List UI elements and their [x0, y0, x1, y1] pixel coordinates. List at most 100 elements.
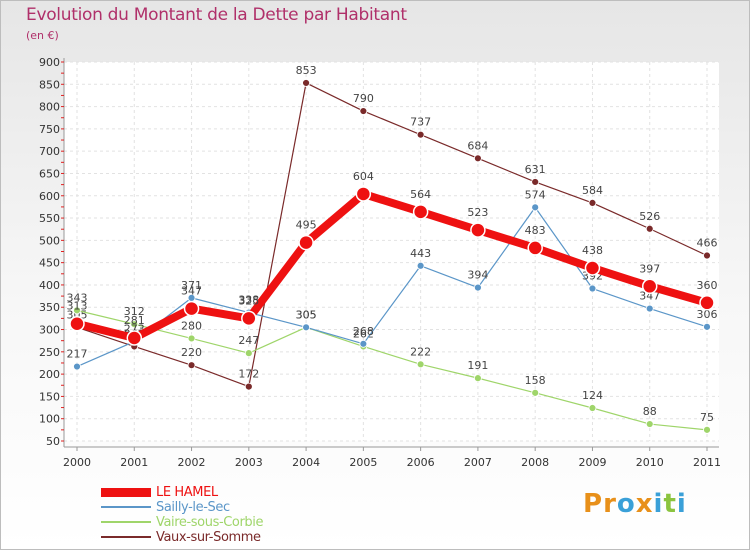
logo-letter: r	[603, 489, 617, 519]
y-tick-label: 100	[39, 413, 60, 426]
data-point	[355, 186, 372, 202]
data-point	[187, 361, 196, 370]
data-point	[416, 360, 425, 369]
legend-label: LE HAMEL	[156, 485, 218, 500]
legend-label: Sailly-le-Sec	[156, 500, 230, 515]
data-label: 790	[353, 92, 374, 105]
data-point	[531, 178, 540, 186]
data-label: 191	[467, 359, 488, 372]
data-point	[474, 154, 482, 163]
data-point	[645, 304, 654, 313]
y-tick-label: 500	[39, 234, 60, 247]
data-label: 360	[697, 279, 718, 292]
data-point	[703, 322, 711, 331]
y-tick-label: 850	[39, 78, 60, 91]
data-label: 88	[643, 405, 657, 418]
legend-swatch	[101, 487, 151, 497]
chart-title: Evolution du Montant de la Dette par Hab…	[26, 5, 407, 25]
data-point	[703, 251, 711, 260]
data-label: 312	[124, 305, 145, 318]
data-label: 305	[296, 308, 317, 321]
data-label: 523	[467, 206, 488, 219]
logo-letter: i	[676, 489, 687, 519]
data-point	[298, 234, 314, 251]
logo-letter: i	[653, 489, 664, 519]
data-label: 75	[700, 411, 714, 424]
y-tick-label: 50	[46, 435, 60, 448]
data-point	[531, 388, 540, 397]
data-label: 347	[639, 290, 660, 303]
data-label: 281	[124, 314, 145, 327]
data-point	[584, 260, 601, 276]
series-line	[76, 206, 708, 368]
y-tick-label: 600	[39, 190, 60, 203]
data-point	[183, 300, 200, 317]
legend-swatch	[101, 521, 151, 523]
y-tick-label: 250	[39, 346, 60, 359]
data-point	[474, 374, 482, 383]
data-point	[244, 349, 253, 358]
data-point	[641, 278, 658, 295]
data-point	[241, 310, 257, 327]
data-label: 338	[238, 294, 259, 307]
data-label: 343	[67, 291, 88, 304]
legend-label: Vaux-sur-Somme	[156, 530, 261, 545]
data-label: 325	[238, 294, 259, 307]
data-label: 574	[525, 188, 546, 201]
series-le-hamel: 313 281 347 325 495 604 564 523 483 438 397 360	[67, 170, 718, 346]
x-tick-label: 2009	[578, 456, 606, 469]
data-label: 604	[353, 170, 374, 183]
x-tick-label: 2001	[120, 456, 148, 469]
legend-label: Vaire-sous-Corbie	[156, 515, 264, 530]
data-label: 443	[410, 247, 431, 260]
data-point	[645, 420, 654, 428]
data-label: 306	[697, 308, 718, 321]
y-tick-label: 550	[39, 212, 60, 225]
data-point	[527, 240, 543, 256]
logo-letter: o	[616, 489, 636, 519]
logo-letter: P	[583, 489, 604, 519]
data-point	[73, 362, 81, 371]
y-tick-label: 900	[39, 56, 60, 69]
data-point	[244, 382, 253, 391]
proxiti-logo: Proxiti	[583, 489, 687, 519]
data-label: 737	[410, 116, 431, 129]
data-point	[645, 224, 654, 233]
y-tick-label: 700	[39, 145, 60, 158]
data-label: 564	[410, 188, 431, 201]
data-label: 247	[238, 334, 259, 347]
data-label: 853	[296, 64, 317, 77]
data-point	[588, 284, 597, 293]
data-point	[302, 79, 310, 87]
data-label: 526	[639, 210, 660, 223]
data-point	[588, 404, 597, 412]
data-point	[531, 203, 540, 212]
x-tick-label: 2008	[521, 456, 549, 469]
data-point	[302, 323, 310, 332]
data-label: 347	[181, 285, 202, 298]
x-tick-label: 2004	[292, 456, 320, 469]
x-tick-label: 2003	[235, 456, 263, 469]
data-label: 222	[410, 345, 431, 358]
data-label: 220	[181, 346, 202, 359]
data-label: 394	[467, 269, 488, 282]
x-tick-label: 2000	[63, 456, 91, 469]
data-point	[474, 283, 482, 292]
line-chart: 50 100 150 200 250 300 350 400 450 500 550 600 650 70…	[39, 56, 721, 469]
data-label: 371	[181, 279, 202, 292]
x-tick-label: 2011	[693, 456, 721, 469]
y-tick-label: 650	[39, 167, 60, 180]
y-tick-label: 200	[39, 368, 60, 381]
chart-subtitle: (en €)	[26, 29, 59, 42]
data-label: 438	[582, 244, 603, 257]
data-point	[187, 334, 196, 343]
logo-letter: x	[635, 489, 654, 519]
x-tick-label: 2002	[178, 456, 206, 469]
series-line	[76, 309, 708, 431]
data-label: 280	[181, 319, 202, 332]
data-label: 684	[467, 139, 488, 152]
data-label: 466	[697, 237, 718, 250]
data-label: 483	[525, 224, 546, 237]
